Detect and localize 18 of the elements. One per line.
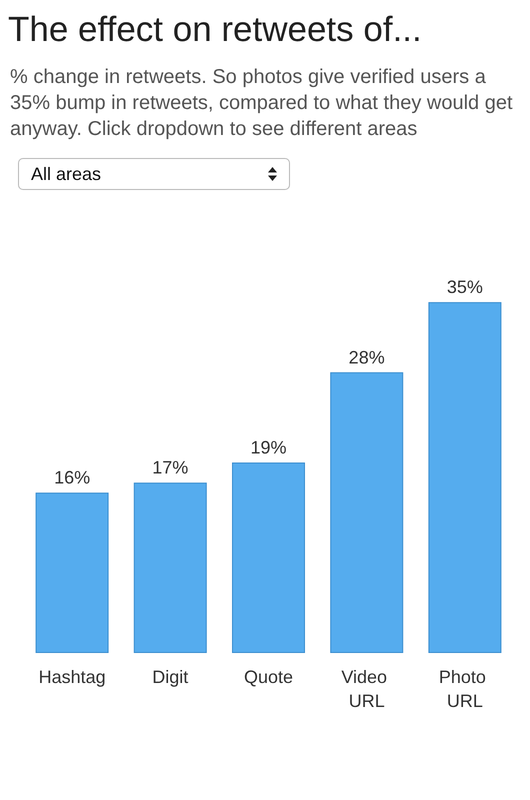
bar <box>134 482 207 653</box>
chart-subtitle: % change in retweets. So photos give verified users a 35% bump in retweets, compared to what they would get anyway. Click dropdown to see different areas <box>9 65 514 142</box>
x-tick-label: Hashtag <box>38 667 106 687</box>
dropdown: All areas <box>18 158 290 190</box>
x-tick-label: Photo URL <box>438 667 491 711</box>
bar <box>330 372 404 653</box>
chart-title: The effect on retweets of... <box>8 9 423 51</box>
bar <box>36 492 109 653</box>
bar <box>428 302 502 653</box>
data-label: 17% <box>152 458 188 478</box>
data-label: 35% <box>446 277 483 298</box>
x-tick-label: Digit <box>152 667 188 687</box>
bar <box>232 462 305 653</box>
x-tick-label: Quote <box>244 667 294 687</box>
x-tick-label: Video URL <box>341 667 392 711</box>
data-label: 16% <box>54 468 90 488</box>
data-label: 19% <box>250 438 287 458</box>
data-label: 28% <box>348 347 385 368</box>
